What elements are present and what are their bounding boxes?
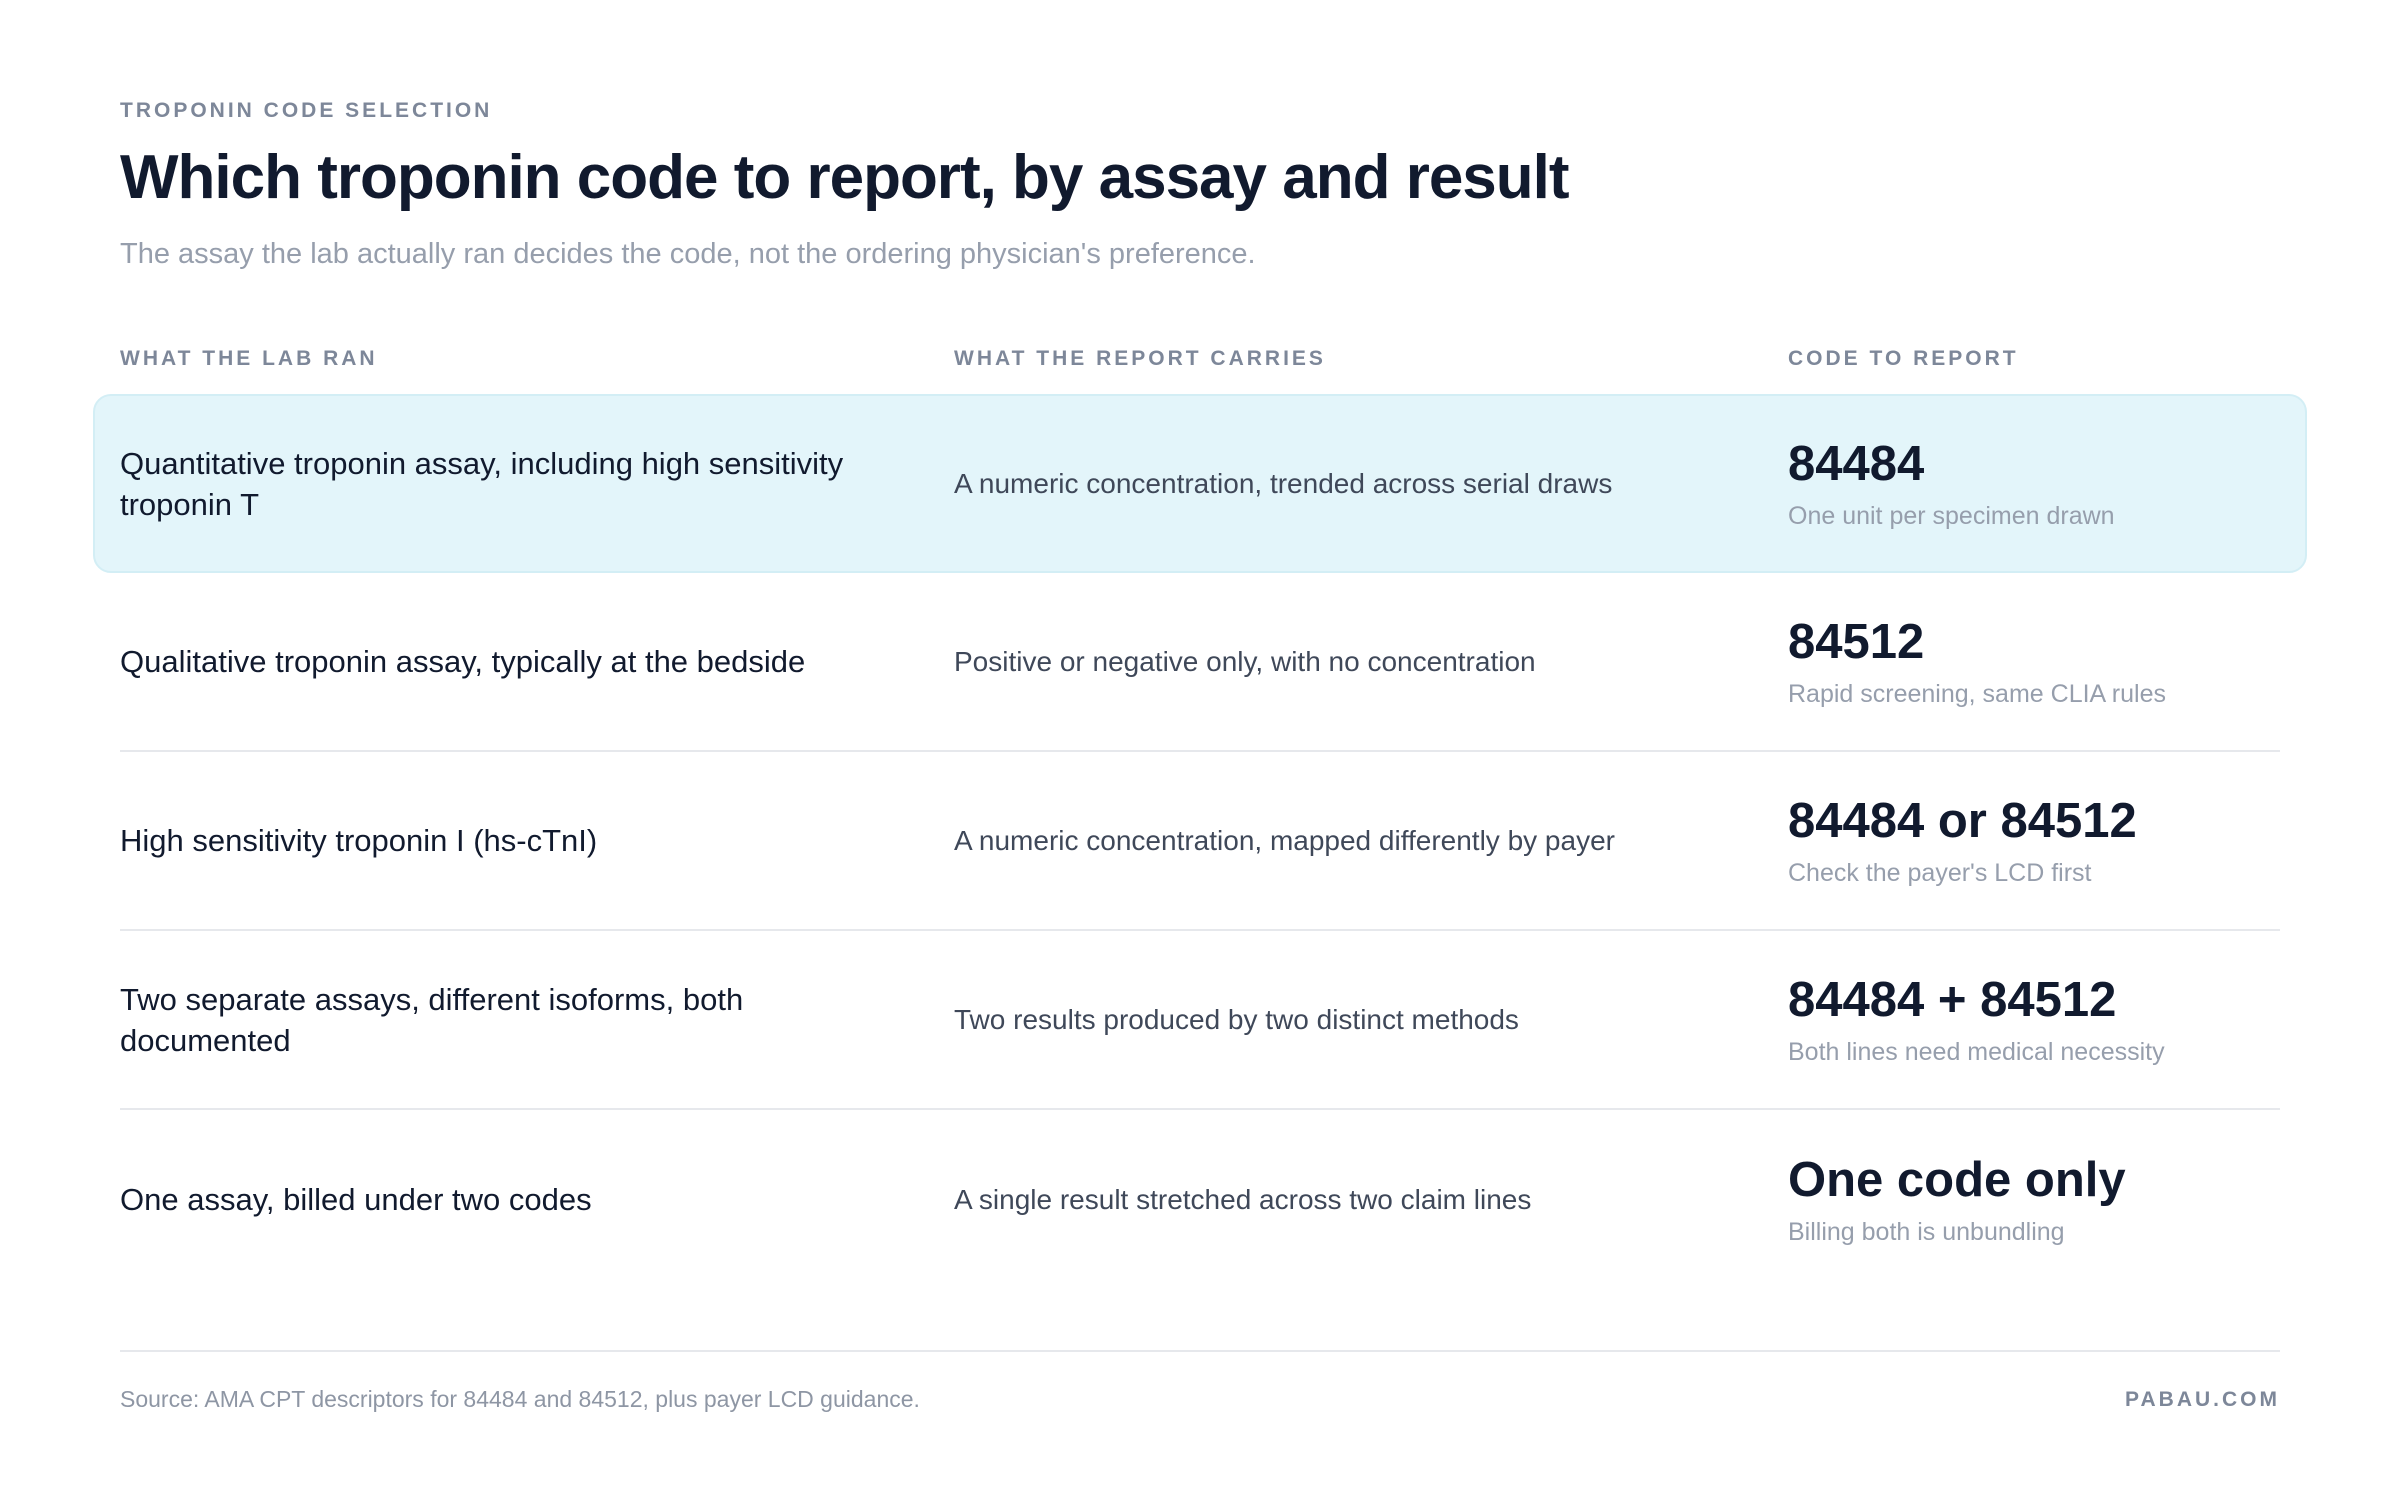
assay-cell: Qualitative troponin assay, typically at… [120,644,806,679]
table-header: WHAT THE LAB RAN WHAT THE REPORT CARRIES… [120,347,2280,377]
code-value: 84512 [1788,614,1925,669]
page-title: Which troponin code to report, by assay … [120,143,1570,212]
assay-cell: Two separate assays, different isoforms,… [120,981,744,1058]
column-header-lab-ran: WHAT THE LAB RAN [120,347,378,370]
table-row: One assay, billed under two codes A sing… [120,1110,2280,1289]
report-carries-cell: Positive or negative only, with no conce… [954,645,1536,677]
code-note: Rapid screening, same CLIA rules [1788,679,2166,708]
report-carries-cell: Two results produced by two distinct met… [954,1003,1519,1035]
code-note: Billing both is unbundling [1788,1217,2065,1246]
assay-cell: One assay, billed under two codes [120,1182,592,1217]
source-note: Source: AMA CPT descriptors for 84484 an… [120,1386,920,1412]
report-carries-cell: A numeric concentration, trended across … [954,467,1613,499]
report-carries-cell: A numeric concentration, mapped differen… [954,824,1615,856]
table-row: Quantitative troponin assay, including h… [93,394,2307,573]
footer-divider [120,1350,2280,1352]
brand-wordmark[interactable]: PABAU.COM [2125,1388,2280,1411]
code-value: One code only [1788,1152,2126,1207]
code-value: 84484 + 84512 [1788,972,2117,1027]
column-header-code: CODE TO REPORT [1788,347,2019,370]
assay-cell: High sensitivity troponin I (hs-cTnI) [120,823,598,858]
table-row: High sensitivity troponin I (hs-cTnI) A … [120,752,2280,931]
code-value: 84484 [1788,436,1925,491]
table-body: Quantitative troponin assay, including h… [93,394,2307,1289]
table-row: Two separate assays, different isoforms,… [120,931,2280,1110]
column-header-report-carries: WHAT THE REPORT CARRIES [954,347,1326,370]
assay-cell: Quantitative troponin assay, including h… [120,445,844,522]
page: TROPONIN CODE SELECTION Which troponin c… [93,0,2307,1510]
code-note: Both lines need medical necessity [1788,1037,2165,1066]
page-subtitle: The assay the lab actually ran decides t… [120,238,1256,270]
code-note: Check the payer's LCD first [1788,858,2092,887]
eyebrow-label: TROPONIN CODE SELECTION [120,99,493,122]
report-carries-cell: A single result stretched across two cla… [954,1183,1532,1215]
code-value: 84484 or 84512 [1788,793,2137,848]
table-row: Qualitative troponin assay, typically at… [120,573,2280,752]
code-note: One unit per specimen drawn [1788,501,2115,530]
